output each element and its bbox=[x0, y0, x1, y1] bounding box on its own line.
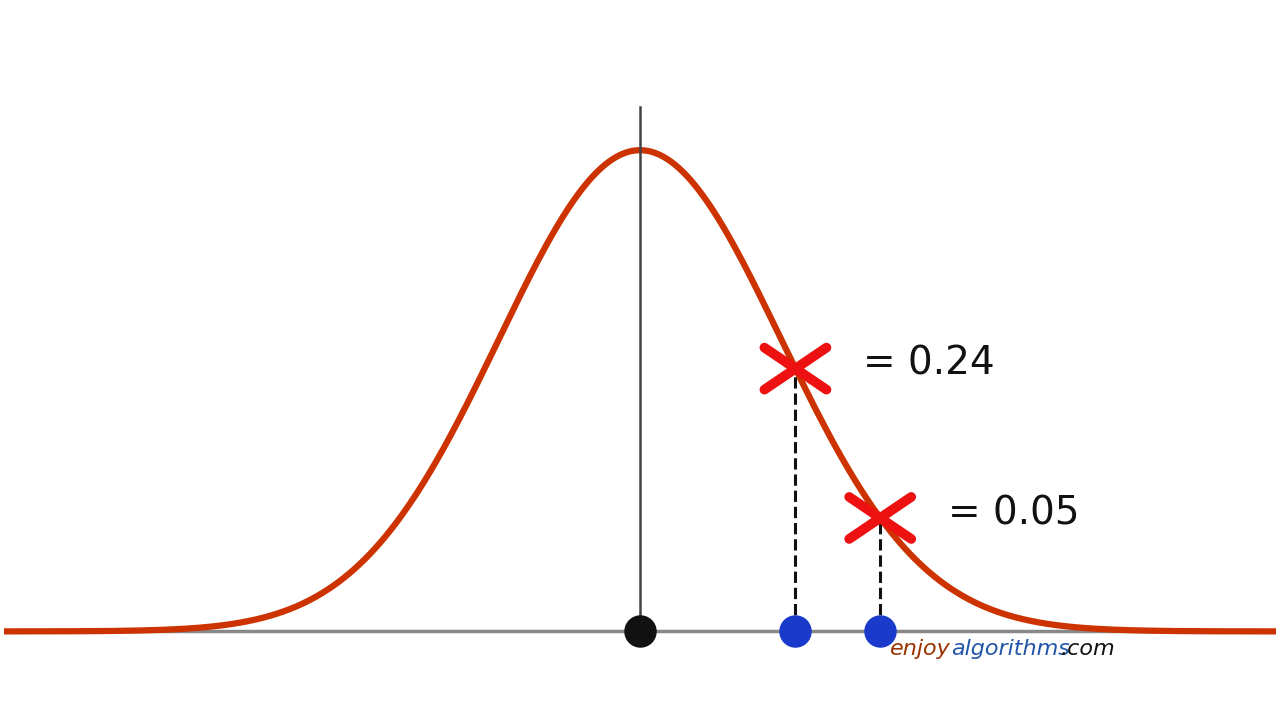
Point bbox=[785, 626, 805, 637]
Text: = 0.05: = 0.05 bbox=[948, 494, 1079, 532]
Point bbox=[870, 626, 891, 637]
Text: enjoy: enjoy bbox=[890, 639, 950, 659]
Point bbox=[630, 626, 650, 637]
Text: .com: .com bbox=[1061, 639, 1116, 659]
Text: algorithms: algorithms bbox=[951, 639, 1070, 659]
Text: = 0.24: = 0.24 bbox=[863, 345, 995, 383]
